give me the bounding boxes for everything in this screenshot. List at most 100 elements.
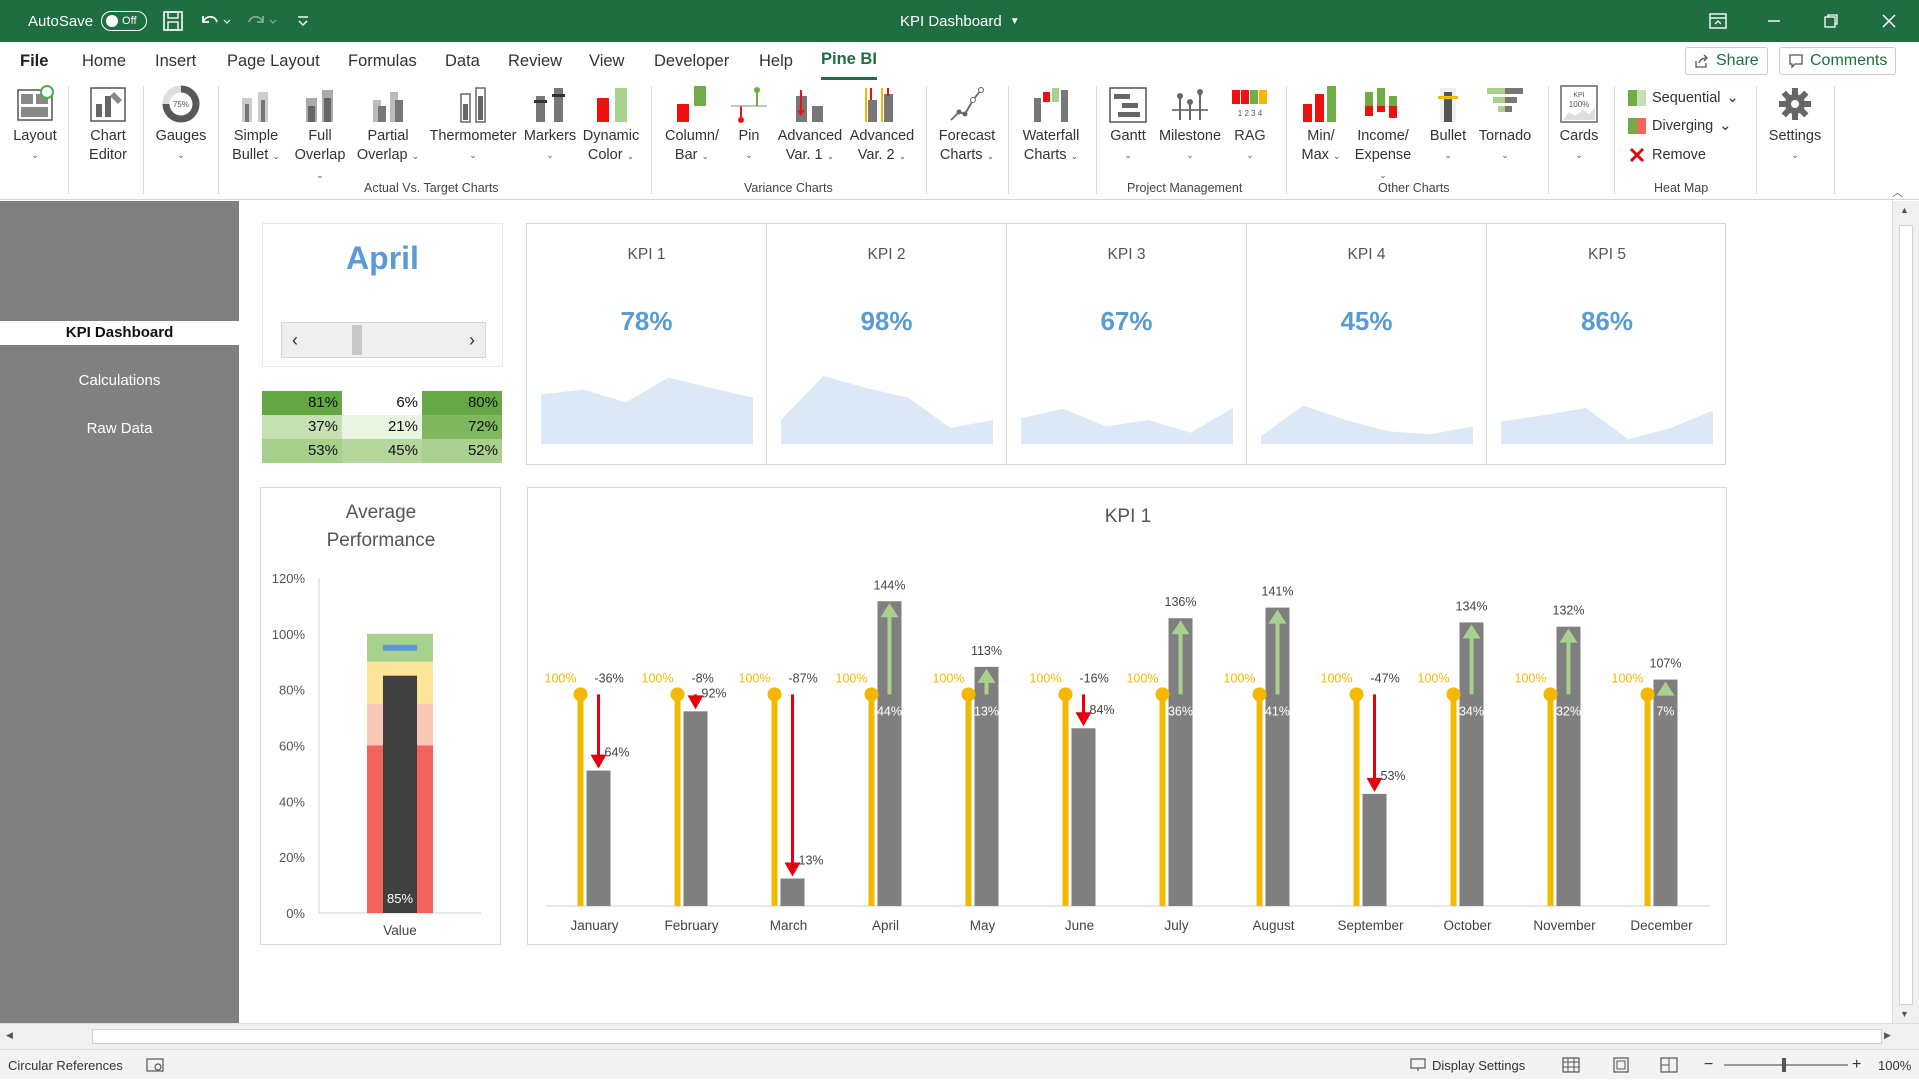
target-marker (1446, 687, 1461, 702)
normal-view-icon[interactable] (1562, 1050, 1580, 1080)
layout-button[interactable]: Layout ⌄ (8, 84, 62, 165)
diverging-button[interactable]: Diverging ⌄ (1628, 118, 1731, 134)
autosave-toggle[interactable]: Off (101, 11, 148, 31)
redo-icon[interactable] (246, 0, 280, 42)
cards-button[interactable]: KPI 100% Cards ⌄ (1554, 84, 1604, 165)
customize-qat-icon[interactable] (296, 0, 310, 42)
circular-references-status[interactable]: Circular References (8, 1057, 123, 1073)
partial-overlap-button[interactable]: Partial Overlap ⌄ (356, 84, 420, 166)
tab-page-layout[interactable]: Page Layout (227, 51, 320, 70)
sidebar-item-kpi-dashboard[interactable]: KPI Dashboard (0, 321, 239, 345)
gantt-button[interactable]: Gantt ⌄ (1102, 84, 1154, 165)
x-tick-label: July (1164, 918, 1188, 933)
horizontal-scrollbar[interactable]: ◀ ▶ (0, 1023, 1919, 1049)
sidebar-item-raw-data[interactable]: Raw Data (86, 420, 153, 437)
x-tick-label: Value (383, 923, 417, 938)
display-settings-button[interactable]: Display Settings (1410, 1050, 1525, 1080)
actual-label: 132% (1553, 604, 1585, 618)
bullet-button[interactable]: Bullet ⌄ (1420, 84, 1476, 165)
y-tick-label: 60% (279, 739, 305, 754)
kpi-card: KPI 4 45% (1247, 224, 1487, 464)
kpi-sparkline (1261, 405, 1473, 444)
remove-button[interactable]: Remove (1628, 146, 1706, 164)
y-tick-label: 100% (272, 627, 306, 642)
tab-view[interactable]: View (589, 51, 625, 70)
markers-button[interactable]: Markers ⌄ (522, 84, 578, 165)
restore-icon[interactable] (1823, 0, 1839, 42)
macro-record-icon[interactable] (146, 1050, 164, 1080)
zoom-out-icon[interactable]: − (1704, 1056, 1714, 1073)
slider-thumb[interactable] (352, 325, 362, 355)
document-title[interactable]: KPI Dashboard ▼ (900, 12, 1020, 30)
chevron-down-icon: ⌄ (1379, 170, 1387, 180)
pin-button[interactable]: Pin ⌄ (728, 84, 770, 165)
undo-icon[interactable] (198, 0, 232, 42)
actual-bar (1362, 793, 1387, 906)
target-marker (1543, 687, 1558, 702)
comments-button[interactable]: Comments (1779, 47, 1897, 75)
column-bar-button[interactable]: Column/ Bar ⌄ (658, 84, 726, 166)
close-icon[interactable] (1881, 0, 1897, 42)
advanced-var-1-button[interactable]: Advanced Var. 1 ⌄ (774, 84, 846, 166)
chart-editor-button[interactable]: Chart Editor (80, 84, 136, 165)
waterfall-charts-button[interactable]: Waterfall Charts ⌄ (1012, 84, 1090, 166)
scroll-right-icon[interactable]: ▶ (1884, 1030, 1891, 1040)
vertical-scrollbar[interactable]: ▲ ▼ (1892, 201, 1919, 1023)
save-icon[interactable] (162, 0, 184, 42)
forecast-charts-button[interactable]: Forecast Charts ⌄ (930, 84, 1004, 166)
sequential-button[interactable]: Sequential ⌄ (1628, 90, 1739, 106)
x-tick-label: January (570, 918, 618, 933)
tab-insert[interactable]: Insert (155, 51, 197, 70)
kpi-monthly-panel: KPI 1 100% 64% -36% January 100% 92% -8% Februa… (527, 487, 1727, 945)
tab-pine-bi[interactable]: Pine BI (821, 42, 877, 80)
settings-button[interactable]: Settings ⌄ (1762, 84, 1828, 165)
target-label: 100% (1127, 671, 1159, 685)
tab-formulas[interactable]: Formulas (348, 51, 417, 70)
target-marker (670, 687, 685, 702)
gauges-button[interactable]: 75% Gauges ⌄ (150, 84, 212, 165)
kpi-sparkline (1501, 408, 1713, 444)
collapse-ribbon-icon[interactable]: ︿ (1892, 187, 1903, 199)
tornado-button[interactable]: Tornado ⌄ (1474, 84, 1536, 165)
full-overlap-button[interactable]: Full Overlap ⌄ (289, 84, 351, 185)
zoom-level[interactable]: 100% (1878, 1057, 1912, 1073)
chevron-down-icon: ⌄ (626, 151, 635, 161)
scroll-left-icon[interactable]: ◀ (6, 1030, 13, 1040)
zoom-slider[interactable] (1724, 1050, 1848, 1080)
kpi-card-value: 78% (620, 306, 673, 336)
min-max-button[interactable]: Min/ Max ⌄ (1292, 84, 1350, 166)
minimize-icon[interactable] (1766, 0, 1782, 42)
tab-review[interactable]: Review (508, 51, 563, 70)
page-layout-view-icon[interactable] (1612, 1050, 1630, 1080)
simple-bullet-button[interactable]: Simple Bullet ⌄ (226, 84, 286, 166)
horizontal-scroll-thumb[interactable] (92, 1029, 1882, 1044)
tab-data[interactable]: Data (445, 51, 480, 70)
month-slider[interactable]: ‹ › (281, 322, 486, 358)
zoom-slider-thumb[interactable] (1782, 1058, 1786, 1072)
vertical-scroll-thumb[interactable] (1899, 225, 1913, 1005)
advanced-var-2-button[interactable]: Advanced Var. 2 ⌄ (846, 84, 918, 166)
share-button[interactable]: Share (1685, 47, 1768, 75)
page-break-view-icon[interactable] (1660, 1050, 1678, 1080)
chevron-left-icon[interactable]: ‹ (292, 329, 298, 350)
tab-file[interactable]: File (20, 51, 49, 70)
tab-home[interactable]: Home (82, 51, 127, 70)
ribbon-display-icon[interactable] (1709, 0, 1727, 42)
tab-developer[interactable]: Developer (654, 51, 730, 70)
sidebar-item-calculations[interactable]: Calculations (78, 372, 161, 389)
target-bar (1062, 694, 1069, 906)
tab-help[interactable]: Help (759, 51, 793, 70)
thermometer-button[interactable]: Thermometer ⌄ (426, 84, 520, 165)
x-tick-label: October (1443, 918, 1492, 933)
milestone-button[interactable]: Milestone ⌄ (1154, 84, 1226, 165)
dynamic-color-button[interactable]: Dynamic Color ⌄ (580, 84, 642, 166)
scroll-down-icon[interactable]: ▼ (1900, 1009, 1909, 1019)
chevron-right-icon[interactable]: › (469, 329, 475, 350)
target-label: 100% (642, 671, 674, 685)
zoom-in-icon[interactable]: + (1852, 1056, 1862, 1073)
income-expense-button[interactable]: Income/ Expense ⌄ (1350, 84, 1416, 185)
rag-button[interactable]: 1 2 3 4 RAG ⌄ (1226, 84, 1274, 165)
scroll-up-icon[interactable]: ▲ (1900, 205, 1909, 215)
kpi-card: KPI 5 86% (1487, 224, 1727, 464)
autosave[interactable]: AutoSave Off (28, 0, 148, 42)
